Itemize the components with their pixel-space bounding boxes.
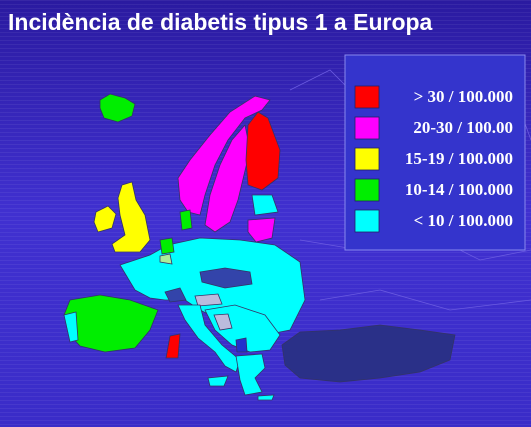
country [245,111,281,191]
legend-swatch [354,85,380,109]
country [247,217,276,243]
country [281,324,456,383]
country [235,353,266,396]
country [257,394,275,401]
country [177,304,241,373]
country [99,93,136,123]
legend-label: 20-30 / 100.00 [413,118,513,137]
legend-label: < 10 / 100.000 [414,211,513,230]
country [165,333,181,359]
legend-label: 10-14 / 100.000 [405,180,513,199]
legend-swatch [354,116,380,140]
country [164,287,187,303]
country [235,337,248,353]
country [194,293,223,307]
legend: > 30 / 100.000 20-30 / 100.00 15-19 / 100.… [344,54,526,251]
legend-label: > 30 / 100.000 [414,87,513,106]
legend-swatch [354,147,380,171]
legend-label: 15-19 / 100.000 [405,149,513,168]
europe-map [63,69,531,401]
title: Incidència de diabetis tipus 1 a Europa [8,9,433,35]
legend-swatch [354,178,380,202]
country [177,95,271,216]
country [179,209,193,231]
country [213,313,233,331]
country [93,205,117,233]
country [207,375,229,387]
country [63,311,79,343]
country [111,181,151,253]
country [159,253,173,265]
country [159,237,175,255]
country [251,194,279,216]
legend-swatch [354,209,380,233]
country [199,267,253,289]
